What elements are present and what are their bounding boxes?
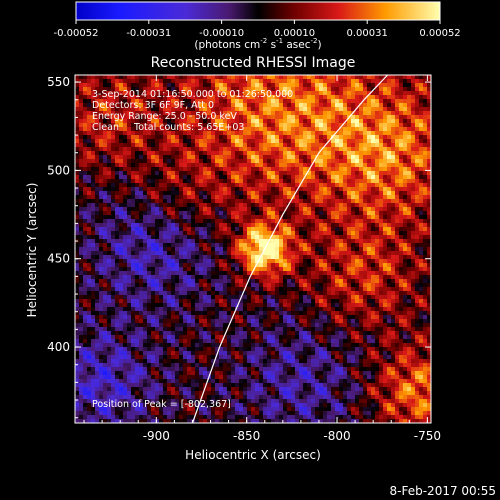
colorbar-ticks: -0.00052 -0.00031 -0.00010 0.00010 0.00031 0.…	[54, 20, 461, 39]
colorbar-units: (photons cm-2 s-1 asec-2)	[194, 37, 321, 51]
colorbar-tick-label: 0.00010	[274, 28, 315, 39]
x-tick-label: -800	[323, 429, 350, 443]
y-tick-label: 550	[47, 75, 70, 89]
annotation-block: 3-Sep-2014 01:16:50.000 to 01:26:50.000 …	[92, 89, 293, 133]
heatmap-image	[75, 75, 431, 423]
plot-frame	[74, 74, 432, 424]
annotation-clean-counts: Clean Total counts: 5.65E+03	[92, 122, 244, 133]
colorbar-tick-label: 0.00031	[347, 28, 388, 39]
y-tick-label: 500	[47, 163, 70, 177]
x-axis-label: Heliocentric X (arcsec)	[185, 448, 321, 462]
annotation-energy-range: Energy Range: 25.0 - 50.0 keV	[92, 111, 237, 122]
annotation-time-range: 3-Sep-2014 01:16:50.000 to 01:26:50.000	[92, 89, 293, 100]
colorbar-tick-label: -0.00031	[126, 28, 171, 39]
colorbar-tick-label: -0.00010	[199, 28, 244, 39]
x-tick-label: -850	[233, 429, 260, 443]
axis-ticks: -900 -850 -800 -750 400 450 500 550	[47, 75, 441, 443]
colorbar-tick-label: -0.00052	[54, 28, 99, 39]
x-tick-label: -750	[414, 429, 441, 443]
colorbar-tick-label: 0.00052	[419, 28, 460, 39]
y-tick-label: 450	[47, 252, 70, 266]
annotation-detectors: Detectors: 3F 6F 9F, Att 0	[92, 100, 214, 111]
y-axis-label: Heliocentric Y (arcsec)	[25, 183, 39, 318]
x-tick-label: -900	[143, 429, 170, 443]
chart-title: Reconstructed RHESSI Image	[151, 55, 356, 71]
footer-date: 8-Feb-2017 00:55	[390, 484, 496, 498]
colorbar	[75, 1, 441, 21]
y-tick-label: 400	[47, 340, 70, 354]
peak-position-label: Position of Peak = [-802,367]	[92, 399, 231, 410]
solar-limb-curve	[191, 75, 389, 423]
